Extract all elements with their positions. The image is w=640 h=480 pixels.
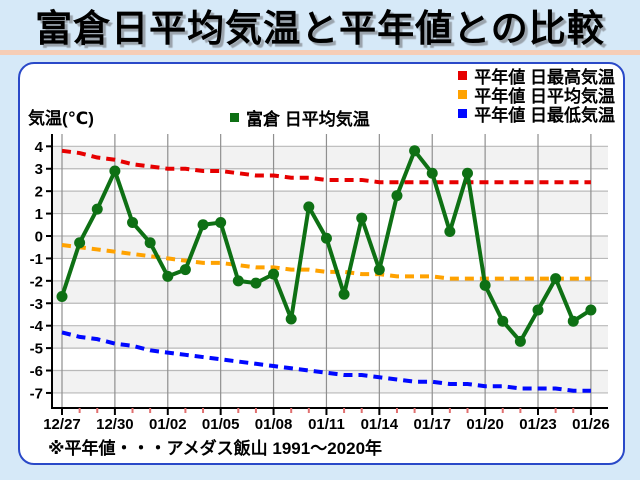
footnote: ※平年値・・・アメダス飯山 1991〜2020年: [48, 439, 383, 458]
svg-text:01/26: 01/26: [572, 416, 610, 433]
legend-item-daily-mean: 平年値 日平均気温: [458, 85, 615, 106]
daily-min-legend-label: 平年値 日最低気温: [474, 106, 615, 125]
daily-max-legend-label: 平年値 日最高気温: [474, 68, 615, 87]
svg-text:01/20: 01/20: [466, 416, 504, 433]
svg-text:2: 2: [35, 184, 43, 201]
observed-legend-label: 富倉 日平均気温: [246, 110, 370, 129]
svg-text:01/05: 01/05: [202, 416, 240, 433]
svg-text:-6: -6: [30, 363, 43, 380]
svg-text:01/08: 01/08: [255, 416, 293, 433]
svg-text:01/02: 01/02: [149, 416, 187, 433]
daily-min-legend-swatch: [458, 109, 468, 118]
legend-item-daily-max: 平年値 日最高気温: [458, 66, 615, 87]
svg-text:01/23: 01/23: [519, 416, 557, 433]
legend: 平年値 日最高気温 平年値 日平均気温 平年値 日最低気温: [458, 66, 615, 125]
daily-mean-legend-label: 平年値 日平均気温: [474, 87, 615, 106]
svg-text:-1: -1: [30, 251, 43, 268]
chart-panel: 気温(℃) 富倉 日平均気温 平年値 日最高気温 平年値 日平均気温 平年値 日…: [18, 62, 625, 465]
svg-text:4: 4: [35, 139, 44, 156]
daily-max-legend-swatch: [458, 71, 468, 80]
svg-text:01/14: 01/14: [361, 416, 399, 433]
svg-text:12/30: 12/30: [96, 416, 134, 433]
svg-text:12/27: 12/27: [43, 416, 81, 433]
svg-text:-2: -2: [30, 273, 43, 290]
svg-text:0: 0: [35, 229, 43, 246]
legend-observed: 富倉 日平均気温: [230, 105, 370, 130]
svg-text:01/17: 01/17: [413, 416, 451, 433]
y-axis-title: 気温(℃): [28, 109, 94, 128]
observed-legend-swatch: [230, 113, 239, 122]
svg-text:-7: -7: [30, 385, 43, 402]
daily-mean-legend-swatch: [458, 90, 468, 99]
legend-item-daily-min: 平年値 日最低気温: [458, 104, 615, 125]
svg-text:-5: -5: [30, 341, 43, 358]
title-divider: [0, 50, 640, 55]
svg-text:01/11: 01/11: [308, 416, 345, 433]
svg-text:-4: -4: [30, 318, 44, 335]
svg-text:3: 3: [35, 161, 43, 178]
svg-text:-3: -3: [30, 296, 43, 313]
page-title: 富倉日平均気温と平年値との比較: [35, 8, 605, 49]
svg-text:1: 1: [35, 206, 43, 223]
